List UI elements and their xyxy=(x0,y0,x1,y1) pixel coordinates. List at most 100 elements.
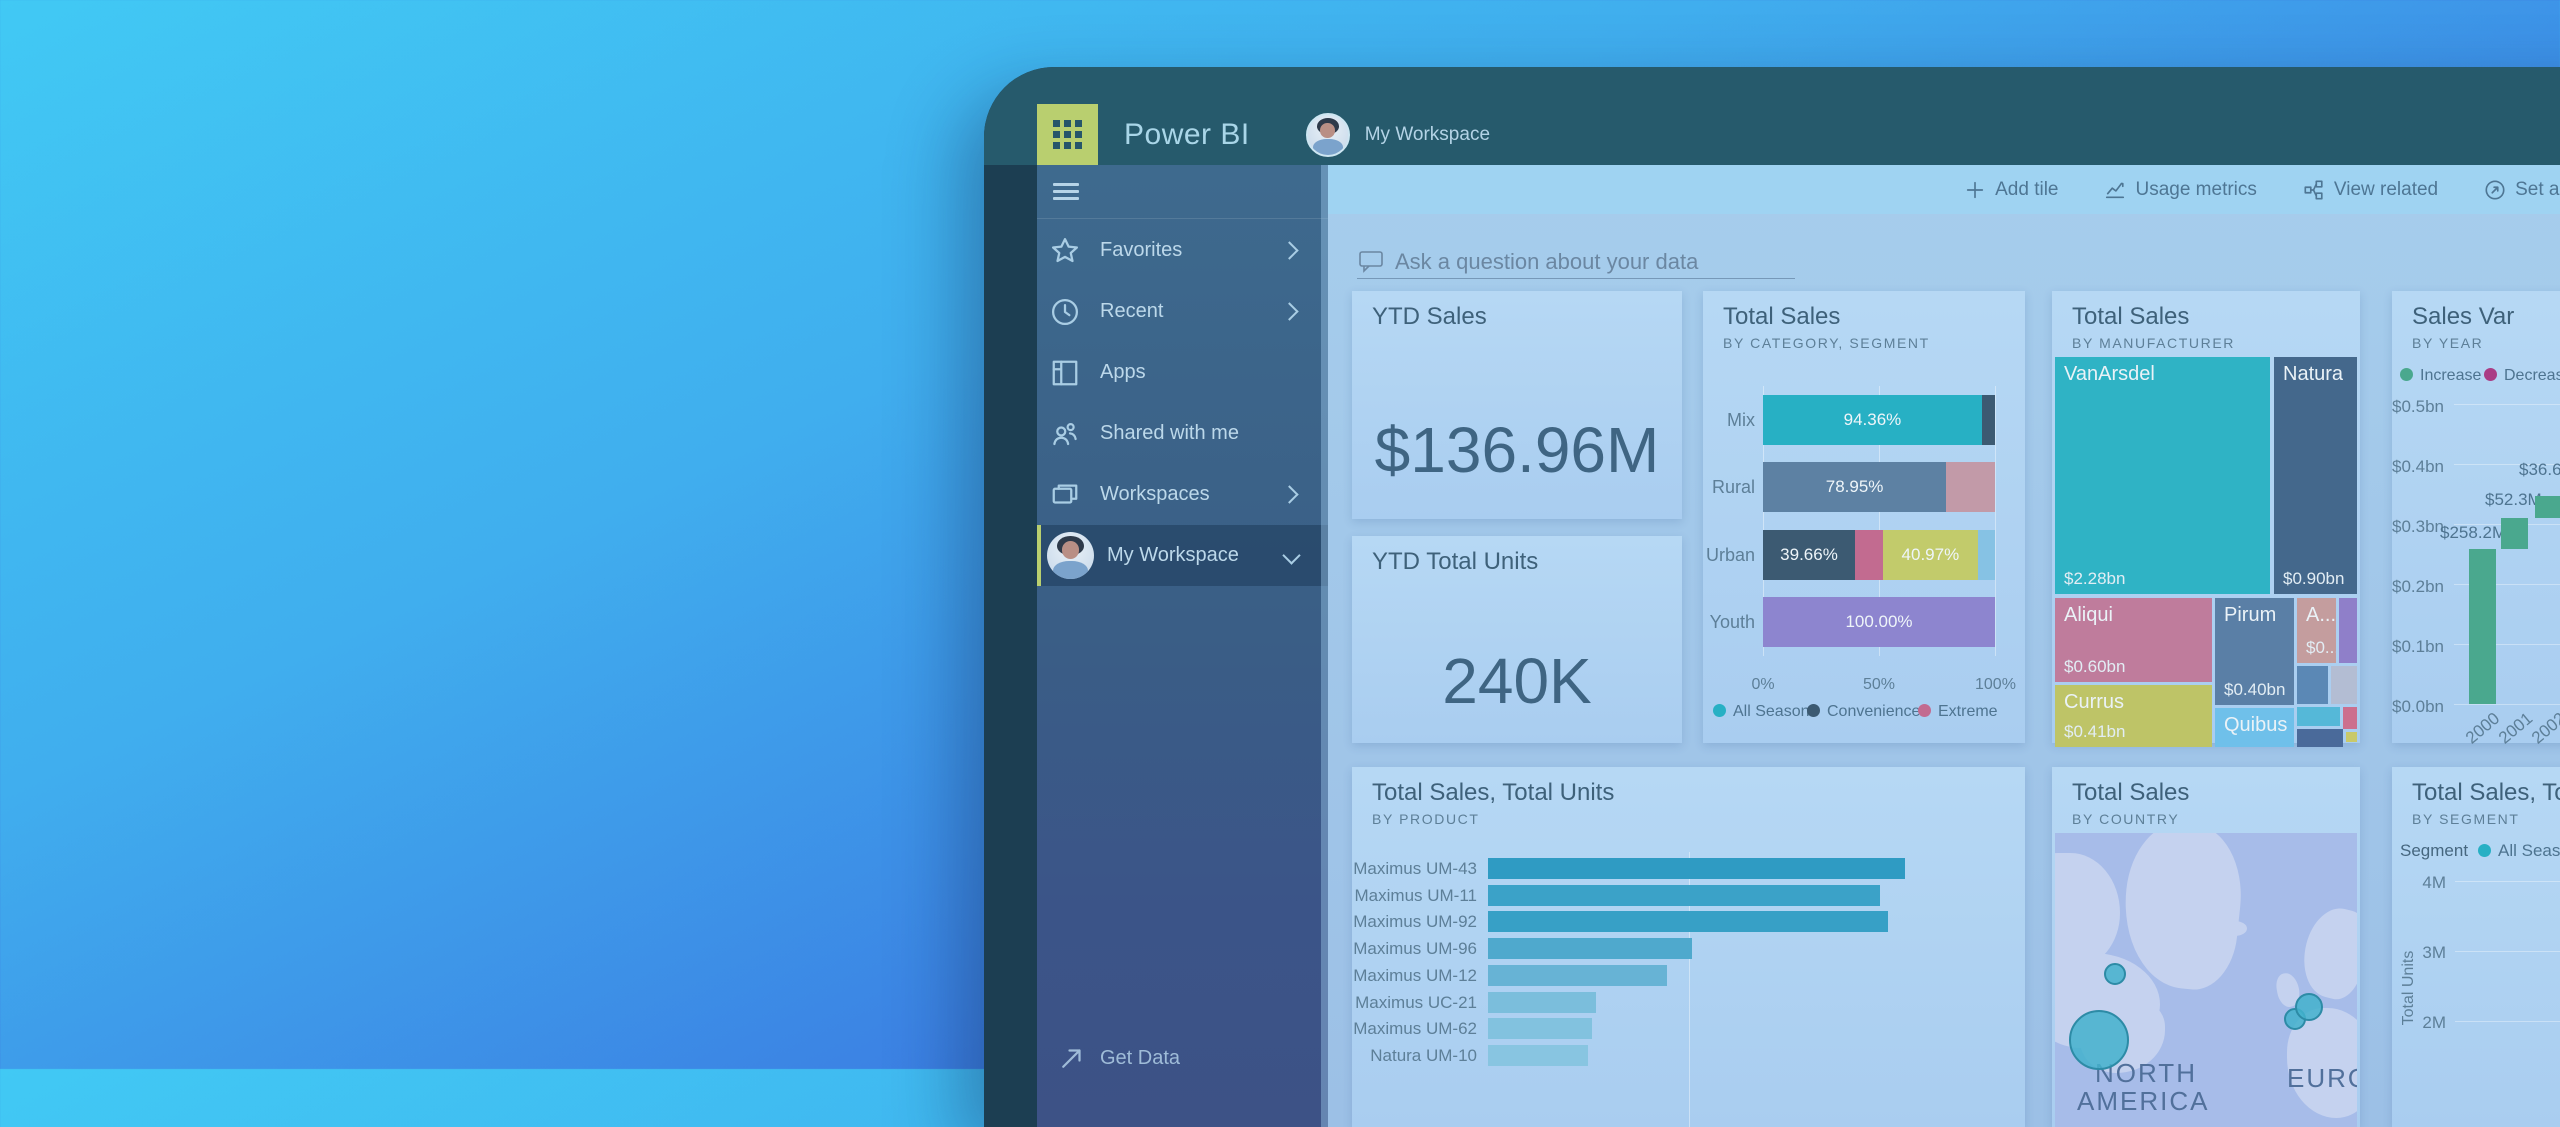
legend-dot xyxy=(2484,368,2497,381)
sidebar-item-my-workspace[interactable]: My Workspace xyxy=(1037,525,1328,586)
treemap-node-value: $0.40bn xyxy=(2224,680,2286,699)
treemap-node-value: $2.28bn xyxy=(2064,569,2126,588)
view-related-label: View related xyxy=(2333,178,2439,200)
bar-value-label: 94.36% xyxy=(1843,410,1902,429)
treemap-node-name: A... xyxy=(2306,604,2336,626)
tile-subtitle: BY CATEGORY, SEGMENT xyxy=(1723,335,1930,351)
tile-total-sales-by-category[interactable]: Total Sales BY CATEGORY, SEGMENT 0% 50% 10… xyxy=(1703,291,2025,743)
map-region-label: AMERICA xyxy=(2077,1086,2210,1116)
bar-segment[interactable] xyxy=(1855,529,1883,580)
treemap-node[interactable] xyxy=(2339,598,2357,663)
x-gridline xyxy=(1689,852,1690,1127)
bar-segment[interactable] xyxy=(1981,395,1995,445)
chevron-down-icon xyxy=(1282,546,1301,565)
bar-segment[interactable]: 39.66% xyxy=(1763,529,1855,580)
tile-ytd-total-units[interactable]: YTD Total Units 240K xyxy=(1352,536,1682,743)
waterfall-bar-2000[interactable] xyxy=(2469,549,2496,704)
map-sales-bubble[interactable] xyxy=(2295,993,2323,1021)
tile-title: Total Sales, Total Units xyxy=(2412,779,2560,806)
bar-segment[interactable]: 40.97% xyxy=(1882,529,1978,580)
treemap-node[interactable] xyxy=(2331,666,2357,704)
treemap-node[interactable] xyxy=(2346,732,2357,742)
map-landmass xyxy=(2223,921,2247,936)
product-bar-maximus-um-62[interactable] xyxy=(1488,1018,1592,1040)
sidebar-item-label: Recent xyxy=(1100,300,1164,322)
ytd-units-value: 240K xyxy=(1442,645,1592,717)
sidebar-item-shared-with-me[interactable]: Shared with me xyxy=(1037,403,1328,464)
x-tick-label: 50% xyxy=(1862,676,1896,693)
tile-total-sales-units-by-segment[interactable]: Total Sales, Total Units BY SEGMENT Segm… xyxy=(2392,767,2560,1127)
bar-segment[interactable] xyxy=(1946,462,1995,513)
y-gridline xyxy=(2455,881,2560,882)
ytd-sales-value: $136.96M xyxy=(1374,414,1660,486)
top-app-bar: Power BI My Workspace xyxy=(984,67,2560,165)
usage-metrics-button[interactable]: Usage metrics xyxy=(2104,179,2257,201)
x-gridline xyxy=(1879,386,1880,656)
y-gridline xyxy=(2454,404,2560,405)
waffle-grid-icon xyxy=(1053,120,1082,149)
treemap-node[interactable] xyxy=(2297,666,2328,704)
tile-total-sales-by-country[interactable]: Total Sales BY COUNTRY NORTHAMERICAEUROP… xyxy=(2052,767,2360,1127)
treemap-node-natura[interactable]: Natura $0.90bn xyxy=(2274,357,2357,594)
sidebar-item-apps[interactable]: Apps xyxy=(1037,342,1328,403)
treemap-node[interactable] xyxy=(2297,707,2340,726)
sidebar-item-recent[interactable]: Recent xyxy=(1037,281,1328,342)
map-landmass xyxy=(2055,853,2120,968)
treemap-node-aliqui[interactable]: Aliqui $0.60bn xyxy=(2055,598,2212,682)
sidebar-scrollbar[interactable] xyxy=(1321,165,1328,1127)
add-tile-label: Add tile xyxy=(1995,178,2059,200)
sidebar-avatar xyxy=(1047,532,1094,579)
product-bar-maximus-uc-21[interactable] xyxy=(1488,991,1596,1013)
bar-segment[interactable]: 94.36% xyxy=(1763,395,1982,445)
product-bar-maximus-um-12[interactable] xyxy=(1488,964,1667,986)
view-related-button[interactable]: View related xyxy=(2303,179,2438,201)
waterfall-bar-2001[interactable] xyxy=(2501,517,2528,550)
waterfall-bar-2002[interactable] xyxy=(2535,495,2560,518)
product-bar-maximus-um-92[interactable] xyxy=(1488,911,1888,933)
qna-input[interactable]: Ask a question about your data xyxy=(1357,243,1797,283)
treemap-node-currus[interactable]: Currus $0.41bn xyxy=(2055,685,2212,747)
sidebar-item-favorites[interactable]: Favorites xyxy=(1037,220,1328,281)
y-tick-label: $0.2bn xyxy=(2392,577,2444,596)
avatar-face xyxy=(1061,541,1080,560)
product-bar-maximus-um-11[interactable] xyxy=(1488,884,1880,906)
treemap-node-pirum[interactable]: Pirum $0.40bn xyxy=(2215,598,2294,705)
product-bar-maximus-um-43[interactable] xyxy=(1488,858,1905,879)
treemap-node-value: $0.90bn xyxy=(2283,569,2345,588)
category-label: Rural xyxy=(1711,477,1755,498)
treemap-node-a[interactable]: A... $0... xyxy=(2297,598,2336,663)
category-chart: 0% 50% 100% Mix 94.36% Rural 78.95% Urban 39.66%… xyxy=(1703,291,2025,743)
plus-icon xyxy=(1964,179,1986,201)
tile-sales-var-by-year[interactable]: Sales Var BY YEAR IncreaseDecrease $0.5bn… xyxy=(2392,291,2560,748)
bar-segment[interactable]: 100.00% xyxy=(1763,596,1995,647)
treemap-node-vanarsdel[interactable]: VanArsdel $2.28bn xyxy=(2055,357,2270,594)
legend-title: Segment xyxy=(2400,841,2469,860)
set-as-featured-button[interactable]: Set as featured xyxy=(2484,179,2560,201)
app-launcher-waffle-icon[interactable] xyxy=(1037,104,1098,165)
tile-total-sales-by-manufacturer[interactable]: Total Sales BY MANUFACTURER VanArsdel $2.… xyxy=(2052,291,2360,747)
y-tick-label: $0.3bn xyxy=(2392,517,2444,536)
sidebar-item-get-data[interactable]: Get Data xyxy=(1037,1033,1328,1083)
sales-var-waterfall-chart: IncreaseDecrease $0.5bn $0.4bn $0.3bn $0.2bn… xyxy=(2392,291,2560,748)
treemap-node-name: Aliqui xyxy=(2064,604,2113,626)
hamburger-menu-icon[interactable] xyxy=(1053,183,1079,200)
tile-total-sales-units-by-product[interactable]: Total Sales, Total Units BY PRODUCT Maxi… xyxy=(1352,767,2025,1127)
tile-ytd-sales[interactable]: YTD Sales $136.96M xyxy=(1352,291,1682,519)
treemap-node-value: $0... xyxy=(2306,638,2336,657)
sidebar-item-workspaces[interactable]: Workspaces xyxy=(1037,464,1328,525)
map-sales-bubble[interactable] xyxy=(2069,1010,2129,1070)
map-sales-bubble[interactable] xyxy=(2104,963,2126,985)
treemap-node[interactable] xyxy=(2297,729,2343,747)
y-gridline xyxy=(2455,1021,2560,1022)
treemap-node[interactable] xyxy=(2343,707,2357,729)
bar-segment[interactable] xyxy=(1977,529,1995,580)
stacked-bar-urban: 39.66% 40.97% xyxy=(1763,529,1995,580)
legend-item: Decrease xyxy=(2484,367,2560,385)
treemap-node-quibus[interactable]: Quibus xyxy=(2215,708,2294,747)
legend-dot xyxy=(1713,704,1726,717)
product-bar-natura-um-10[interactable] xyxy=(1488,1044,1588,1066)
bar-segment[interactable]: 78.95% xyxy=(1763,462,1947,513)
user-avatar[interactable] xyxy=(1305,112,1350,157)
product-bar-maximus-um-96[interactable] xyxy=(1488,938,1692,960)
add-tile-button[interactable]: Add tile xyxy=(1964,179,2058,201)
